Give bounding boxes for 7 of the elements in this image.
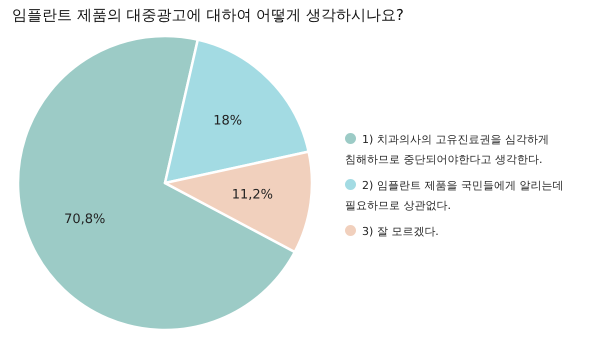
legend-label: 2) 임플란트 제품을 국민들에게 알리는데 필요하므로 상관없다.: [345, 178, 564, 214]
data-label: 18%: [213, 113, 242, 128]
data-label: 11,2%: [232, 188, 274, 203]
legend-label: 1) 치과의사의 고유진료권을 심각하게 침해하므로 중단되어야한다고 생각한다.: [345, 132, 550, 168]
data-label: 70,8%: [64, 212, 106, 228]
chart-title: 임플란트 제품의 대중광고에 대하여 어떻게 생각하시나요?: [12, 6, 404, 25]
legend-label: 3) 잘 모르겠다.: [361, 224, 440, 240]
